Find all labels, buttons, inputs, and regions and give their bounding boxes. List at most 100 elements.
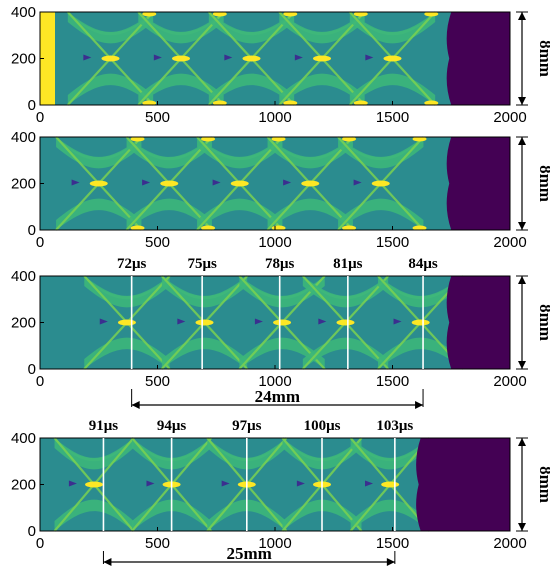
wall-hotspot — [353, 100, 368, 106]
pocket — [99, 318, 108, 325]
y-tick-label: 0 — [28, 222, 36, 239]
x-tick-label: 500 — [145, 234, 170, 251]
x-tick-label: 1500 — [376, 109, 409, 126]
x-tick-label: 0 — [36, 373, 44, 390]
x-tick-label: 2000 — [493, 234, 526, 251]
hotspot — [383, 55, 402, 62]
height-label: 8mm — [536, 304, 550, 341]
hotspot — [371, 180, 390, 187]
height-label: 8mm — [536, 165, 550, 202]
y-tick-label: 400 — [11, 129, 36, 146]
time-label: 78μs — [265, 256, 295, 272]
pocket — [142, 179, 151, 186]
distance-label: 25mm — [226, 544, 271, 563]
arrow-head-down — [518, 523, 526, 531]
hotspot — [273, 319, 292, 326]
pocket — [283, 179, 292, 186]
panel-4: 0 500 1000 1500 2000 0 200 400 8mm 91μs 94μs 97μs 10… — [11, 418, 550, 566]
wall-hotspot — [201, 136, 216, 142]
arrow-head-down — [518, 222, 526, 230]
arrow-head-up — [518, 438, 526, 446]
time-label: 84μs — [408, 256, 438, 272]
time-label: 81μs — [333, 256, 363, 272]
wall-hotspot — [412, 136, 427, 142]
y-tick-label: 200 — [11, 315, 36, 332]
pocket — [365, 480, 374, 487]
time-label: 94μs — [157, 418, 187, 434]
unburnt-region — [446, 137, 510, 230]
wall-hotspot — [424, 11, 439, 17]
hotspot — [230, 180, 249, 187]
x-tick-label: 2000 — [493, 109, 526, 126]
unburnt-region — [446, 12, 510, 105]
wall-hotspot — [342, 225, 357, 231]
wall-hotspot — [353, 11, 368, 17]
distance-label: 24mm — [255, 387, 300, 406]
wall-hotspot — [283, 100, 298, 106]
x-tick-label: 2000 — [493, 535, 526, 552]
arrow-head-down — [518, 361, 526, 369]
y-tick-label: 400 — [11, 268, 36, 285]
time-label: 103μs — [376, 418, 413, 434]
hotspot — [160, 180, 179, 187]
time-label: 91μs — [89, 418, 119, 434]
unburnt-region — [416, 438, 510, 531]
time-label: 100μs — [304, 418, 341, 434]
hotspot — [89, 180, 108, 187]
y-tick-label: 200 — [11, 477, 36, 494]
pocket — [224, 54, 233, 61]
y-tick-label: 400 — [11, 430, 36, 447]
y-tick-label: 0 — [28, 97, 36, 114]
x-tick-label: 1000 — [258, 109, 291, 126]
wall-hotspot — [342, 136, 357, 142]
wall-hotspot — [201, 225, 216, 231]
pocket — [71, 179, 80, 186]
x-tick-label: 1500 — [376, 373, 409, 390]
pocket — [212, 179, 221, 186]
hotspot — [301, 180, 320, 187]
time-label: 75μs — [187, 256, 217, 272]
wall-hotspot — [130, 136, 145, 142]
wall-hotspot — [212, 11, 227, 17]
hotspot — [381, 481, 400, 488]
x-tick-label: 2000 — [493, 373, 526, 390]
x-tick-label: 500 — [145, 373, 170, 390]
pocket — [294, 54, 303, 61]
hotspot — [117, 319, 136, 326]
pocket — [365, 54, 374, 61]
wall-hotspot — [142, 100, 157, 106]
wall-hotspot — [283, 11, 298, 17]
wall-hotspot — [271, 136, 286, 142]
time-label: 97μs — [232, 418, 262, 434]
x-tick-label: 1000 — [258, 373, 291, 390]
panel-1: 0 500 1000 1500 2000 0 200 400 8mm — [11, 4, 550, 126]
height-label: 8mm — [536, 40, 550, 77]
pocket — [353, 179, 362, 186]
height-label: 8mm — [536, 466, 550, 503]
x-tick-label: 0 — [36, 109, 44, 126]
pocket — [146, 480, 155, 487]
x-tick-label: 0 — [36, 535, 44, 552]
arrow-head-up — [518, 137, 526, 145]
x-tick-label: 1000 — [258, 234, 291, 251]
arrow-head-down — [518, 97, 526, 105]
arrow-head-right — [386, 558, 395, 566]
pocket — [318, 318, 327, 325]
hotspot — [336, 319, 355, 326]
arrow-head-left — [131, 401, 140, 409]
x-tick-label: 1000 — [258, 535, 291, 552]
pocket — [68, 480, 77, 487]
panel-3: 0 500 1000 1500 2000 0 200 400 8mm 72μs 75μs 78μs 81… — [11, 256, 550, 409]
y-tick-label: 400 — [11, 4, 36, 21]
inflow-strip — [40, 12, 55, 105]
hotspot — [101, 55, 120, 62]
x-tick-label: 1500 — [376, 234, 409, 251]
hotspot — [411, 319, 430, 326]
y-tick-label: 0 — [28, 361, 36, 378]
arrow-head-up — [518, 12, 526, 20]
panel-2: 0 500 1000 1500 2000 0 200 400 8mm — [11, 129, 550, 251]
hotspot — [242, 55, 261, 62]
pocket — [254, 318, 263, 325]
arrow-head-right — [415, 401, 424, 409]
